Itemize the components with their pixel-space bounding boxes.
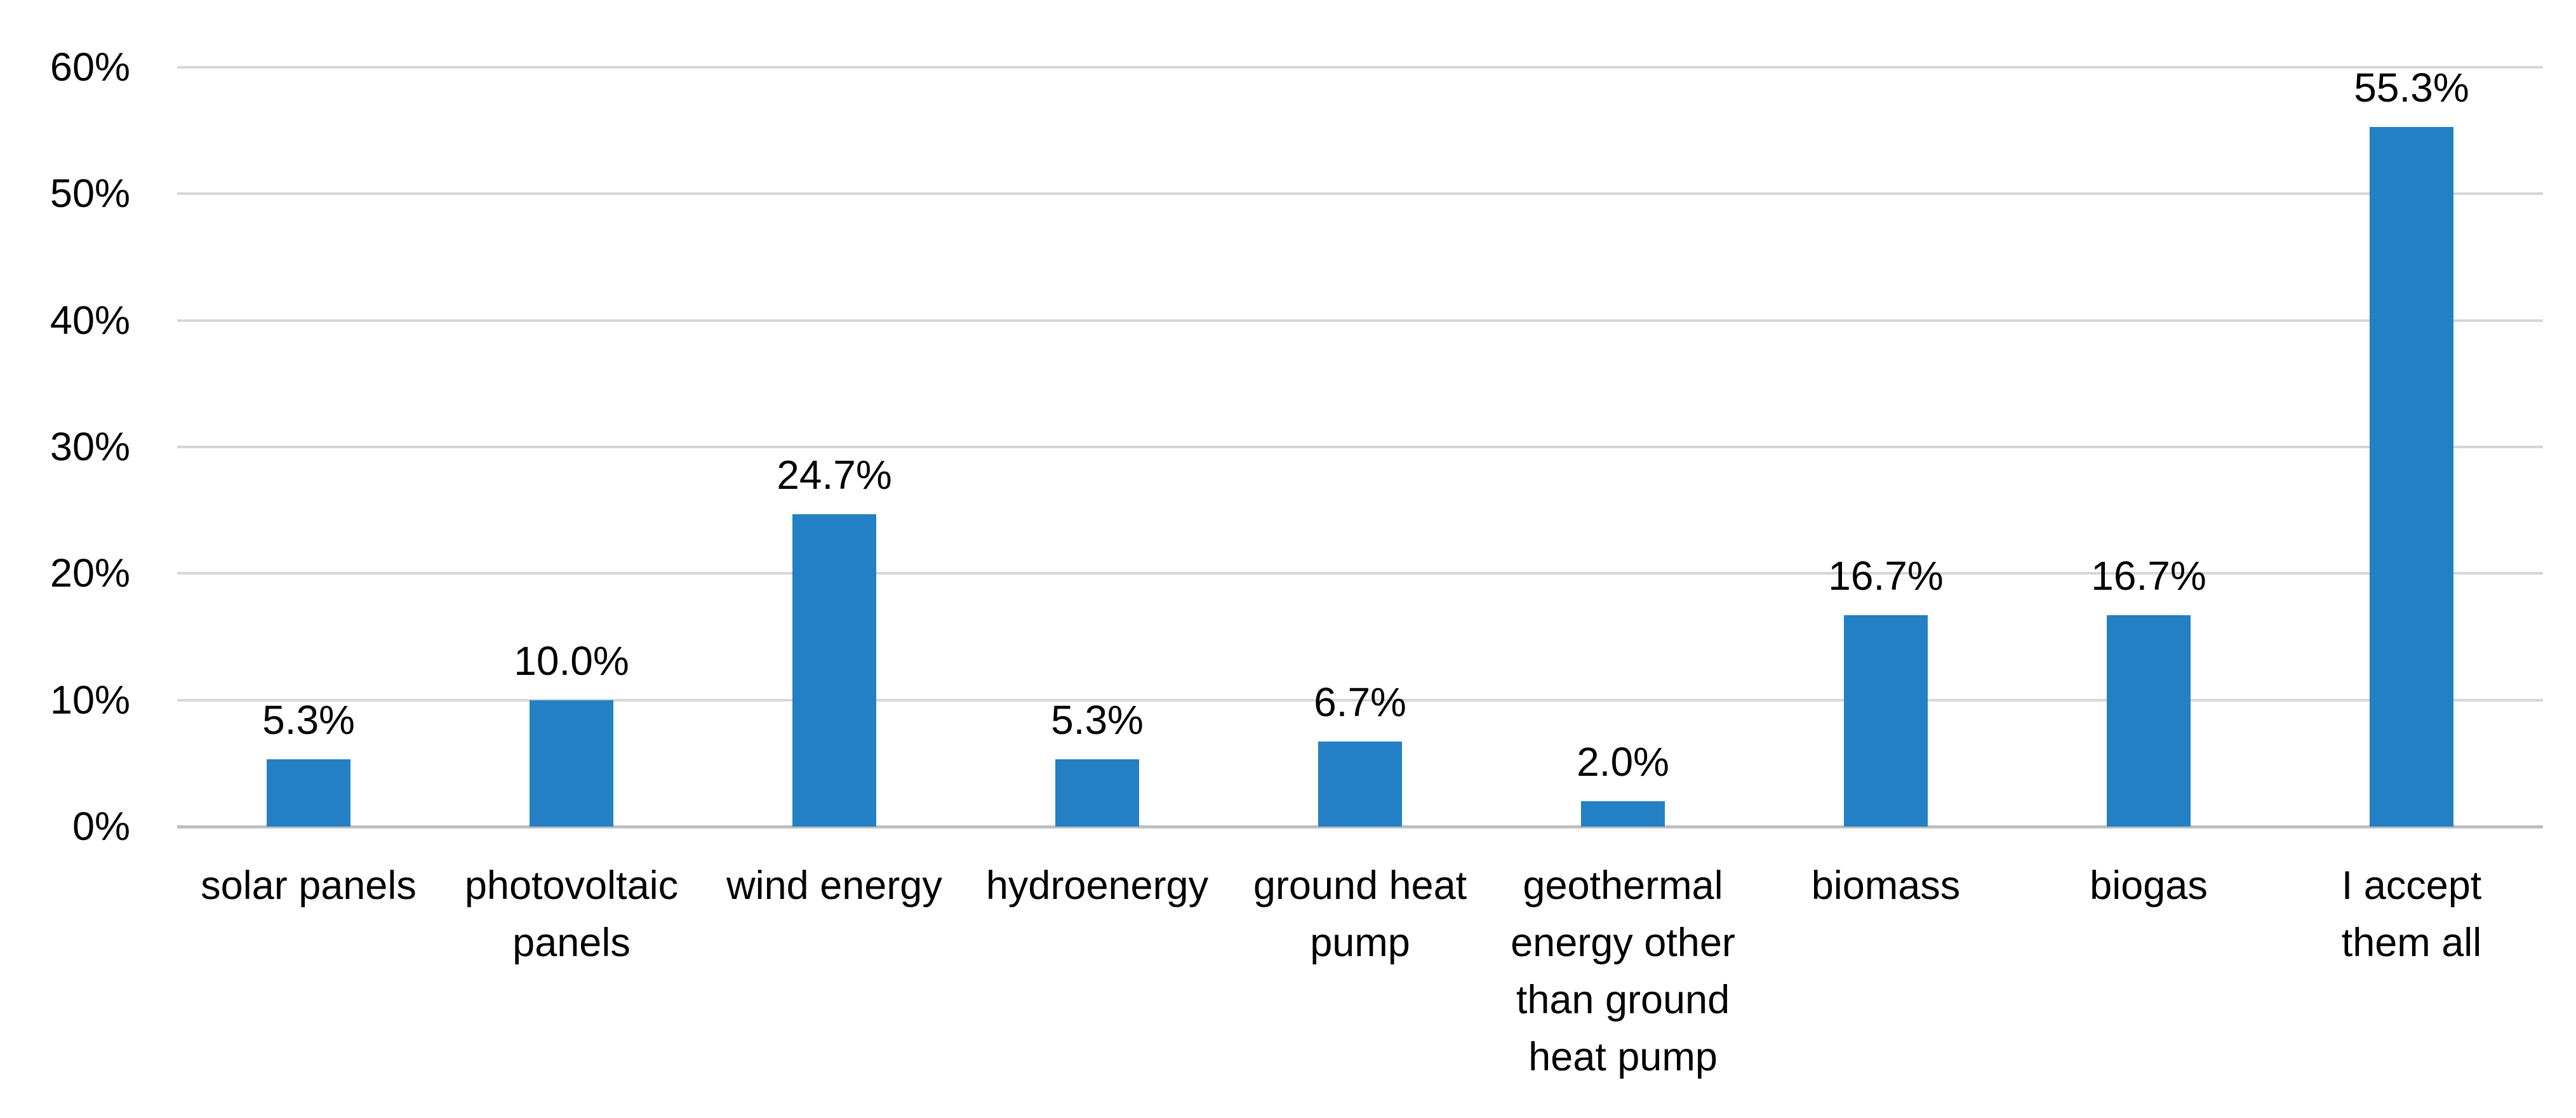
bars-container: 5.3% 10.0% 24.7% 5.3% 6.7% 2.0% 16.7% 16.7% 55.3… <box>177 67 2543 827</box>
bar-value-label: 10.0% <box>514 637 629 684</box>
bar <box>1844 615 1928 827</box>
bar <box>1581 801 1665 827</box>
bar <box>530 700 613 827</box>
gridline <box>177 698 2543 702</box>
bar <box>2107 615 2191 827</box>
bar-value-label: 16.7% <box>1828 553 1944 599</box>
y-axis-tick-labels: 60% 50% 40% 30% 20% 10% 0% <box>0 0 130 1118</box>
category-label: ground heat pump <box>1253 863 1467 965</box>
plot-area: 5.3% 10.0% 24.7% 5.3% 6.7% 2.0% 16.7% 16.7% 55.3… <box>177 66 2543 829</box>
y-tick-label: 60% <box>50 45 130 90</box>
bar <box>1318 742 1402 827</box>
gridline <box>177 446 2543 448</box>
bar-slot: 16.7% <box>1754 67 2017 827</box>
y-tick-label: 10% <box>50 677 130 722</box>
gridline <box>177 572 2543 575</box>
y-tick-label: 0% <box>72 804 130 849</box>
category-label: geothermal energy other than ground heat… <box>1511 863 1735 1079</box>
bar-slot: 10.0% <box>440 67 703 827</box>
category-label: photovoltaic panels <box>464 863 679 965</box>
x-axis-line <box>177 825 2543 829</box>
y-tick-label: 30% <box>50 425 130 469</box>
bar-slot: 16.7% <box>2017 67 2280 827</box>
bar-slot: 6.7% <box>1229 67 1492 827</box>
gridline <box>177 192 2543 196</box>
bar-value-label: 6.7% <box>1314 679 1406 726</box>
gridline <box>177 319 2543 322</box>
y-tick-label: 50% <box>50 171 130 216</box>
y-tick-label: 20% <box>50 551 130 596</box>
bar-value-label: 5.3% <box>262 697 355 743</box>
category-label: hydroenergy <box>985 863 1209 908</box>
bar-slot: 5.3% <box>177 67 440 827</box>
category-label: I accept them all <box>2341 863 2482 965</box>
bar-slot: 24.7% <box>703 67 966 827</box>
bar <box>792 514 876 827</box>
bar-value-label: 24.7% <box>777 451 892 498</box>
category-label: solar panels <box>201 863 417 908</box>
bar-slot: 5.3% <box>966 67 1229 827</box>
category-label: biogas <box>2090 863 2208 908</box>
bar-slot: 2.0% <box>1492 67 1754 827</box>
category-label: wind energy <box>726 863 942 908</box>
bar-value-label: 55.3% <box>2354 65 2469 110</box>
x-axis-category-labels: solar panels photovoltaic panels wind ener… <box>177 827 2543 1086</box>
y-tick-label: 40% <box>50 298 130 343</box>
bar <box>267 759 350 827</box>
bar-slot: 55.3% <box>2280 67 2543 827</box>
bar-value-label: 5.3% <box>1051 697 1144 743</box>
bar-value-label: 2.0% <box>1577 739 1669 785</box>
category-label: biomass <box>1811 863 1961 908</box>
bar <box>2370 127 2453 827</box>
bar-value-label: 16.7% <box>2091 553 2206 599</box>
gridline <box>177 66 2543 69</box>
bar <box>1055 759 1139 827</box>
